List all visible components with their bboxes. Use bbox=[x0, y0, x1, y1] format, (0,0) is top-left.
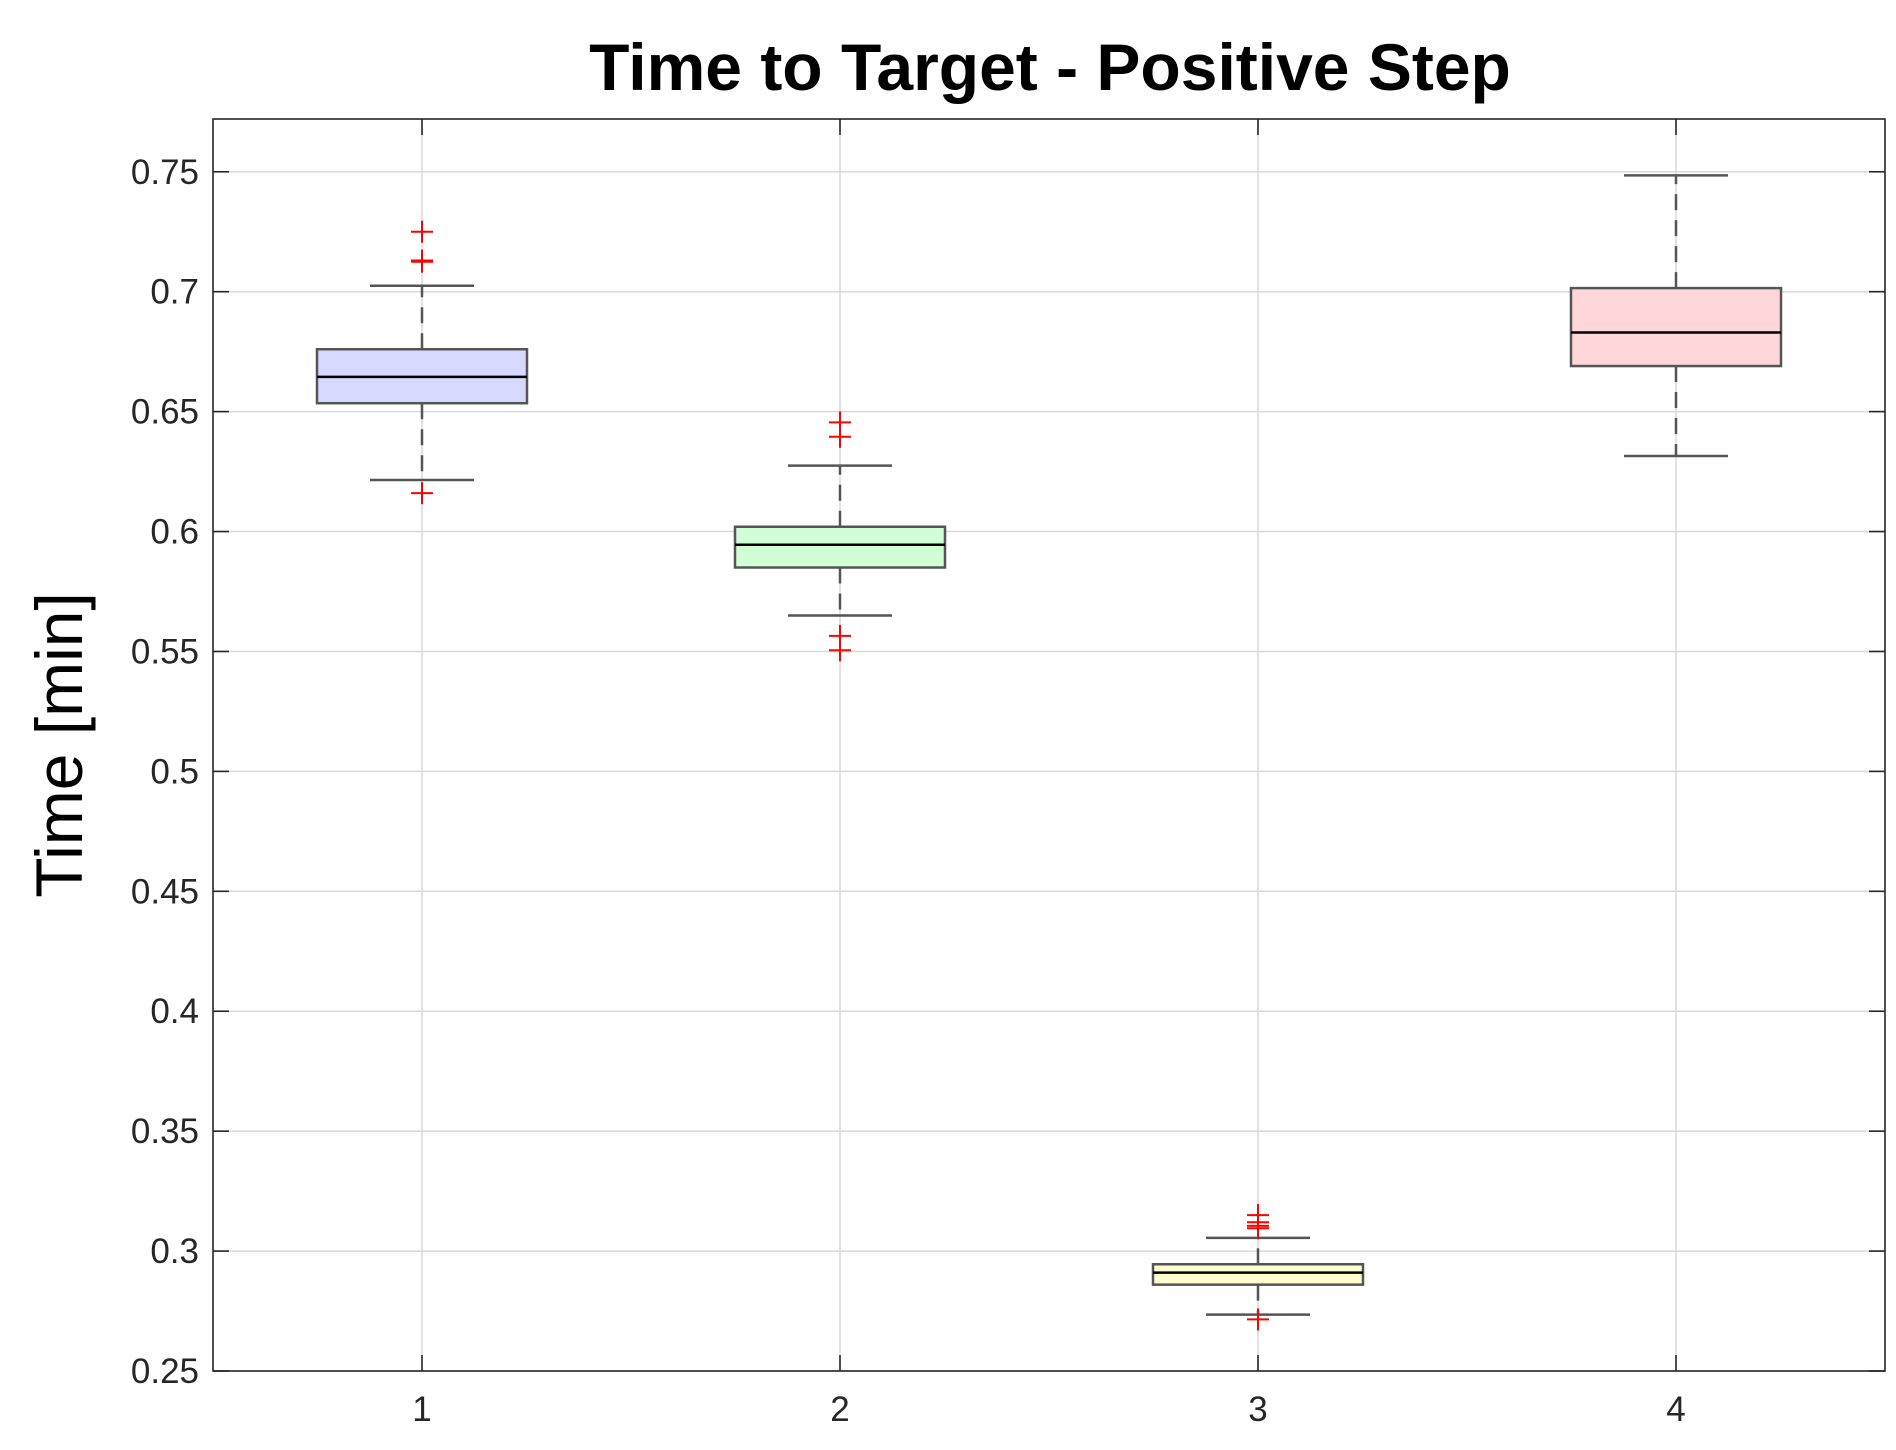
outlier-marker bbox=[411, 482, 433, 505]
box-iqr bbox=[1151, 1263, 1365, 1286]
y-tick-label: 0.4 bbox=[150, 992, 199, 1031]
plot-area-frame bbox=[212, 118, 1886, 1372]
outlier-marker bbox=[829, 411, 851, 434]
x-tick-label: 4 bbox=[1666, 1390, 1685, 1429]
outlier-marker bbox=[1247, 1204, 1269, 1227]
box-group-2 bbox=[733, 411, 947, 662]
x-tick-label: 3 bbox=[1248, 1390, 1267, 1429]
y-tick-label: 0.75 bbox=[131, 153, 199, 192]
y-tick-label: 0.65 bbox=[131, 393, 199, 432]
y-tick-label: 0.45 bbox=[131, 872, 199, 911]
outlier-marker bbox=[829, 624, 851, 647]
box-iqr bbox=[1569, 286, 1783, 368]
x-tick-label: 1 bbox=[412, 1390, 431, 1429]
outlier-marker bbox=[411, 220, 433, 243]
grid-lines bbox=[213, 119, 1885, 1372]
box-group-1 bbox=[315, 220, 529, 505]
y-tick-label: 0.3 bbox=[150, 1232, 199, 1271]
box-iqr bbox=[733, 525, 947, 569]
y-tick-label: 0.7 bbox=[150, 273, 199, 312]
chart-title: Time to Target - Positive Step bbox=[589, 30, 1511, 104]
axis-ticks: 0.25 0.3 0.35 0.4 0.45 0.5 0.55 0.6 0.65 0.7 0.75 1… bbox=[131, 119, 1885, 1429]
x-tick-label: 2 bbox=[830, 1390, 849, 1429]
y-tick-label: 0.6 bbox=[150, 513, 199, 552]
box-group-4 bbox=[1569, 174, 1783, 458]
box-group-3 bbox=[1151, 1204, 1365, 1331]
y-tick-label: 0.25 bbox=[131, 1352, 199, 1391]
y-tick-label: 0.5 bbox=[150, 752, 199, 791]
outlier-marker bbox=[1247, 1308, 1269, 1331]
y-tick-label: 0.35 bbox=[131, 1112, 199, 1151]
box-plot-series bbox=[315, 174, 1783, 1331]
outlier-marker bbox=[411, 249, 433, 272]
y-axis-label: Time [min] bbox=[22, 592, 96, 898]
y-tick-label: 0.55 bbox=[131, 632, 199, 671]
